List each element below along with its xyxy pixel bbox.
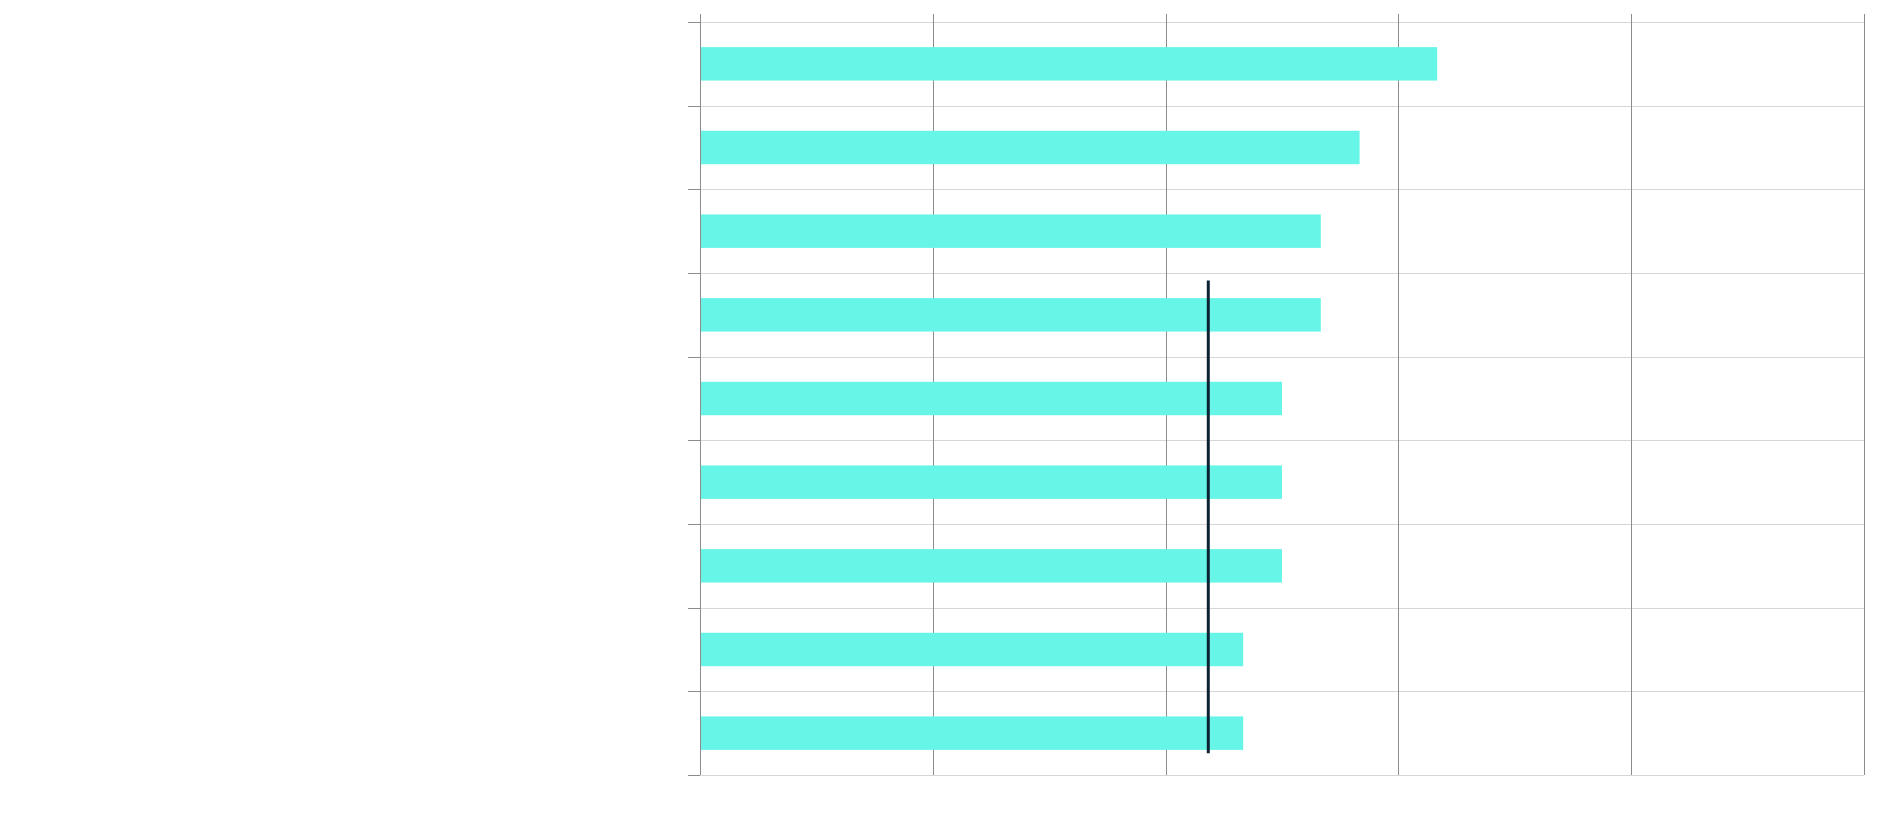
bars-layer — [700, 47, 1438, 750]
bar — [700, 465, 1282, 499]
bar — [700, 47, 1438, 81]
bar — [700, 381, 1282, 416]
bar — [700, 298, 1321, 332]
bar — [700, 549, 1282, 583]
axis-layer — [688, 14, 701, 776]
bar — [700, 214, 1321, 248]
bar — [700, 130, 1360, 165]
bar — [700, 716, 1244, 750]
bar — [700, 632, 1244, 667]
